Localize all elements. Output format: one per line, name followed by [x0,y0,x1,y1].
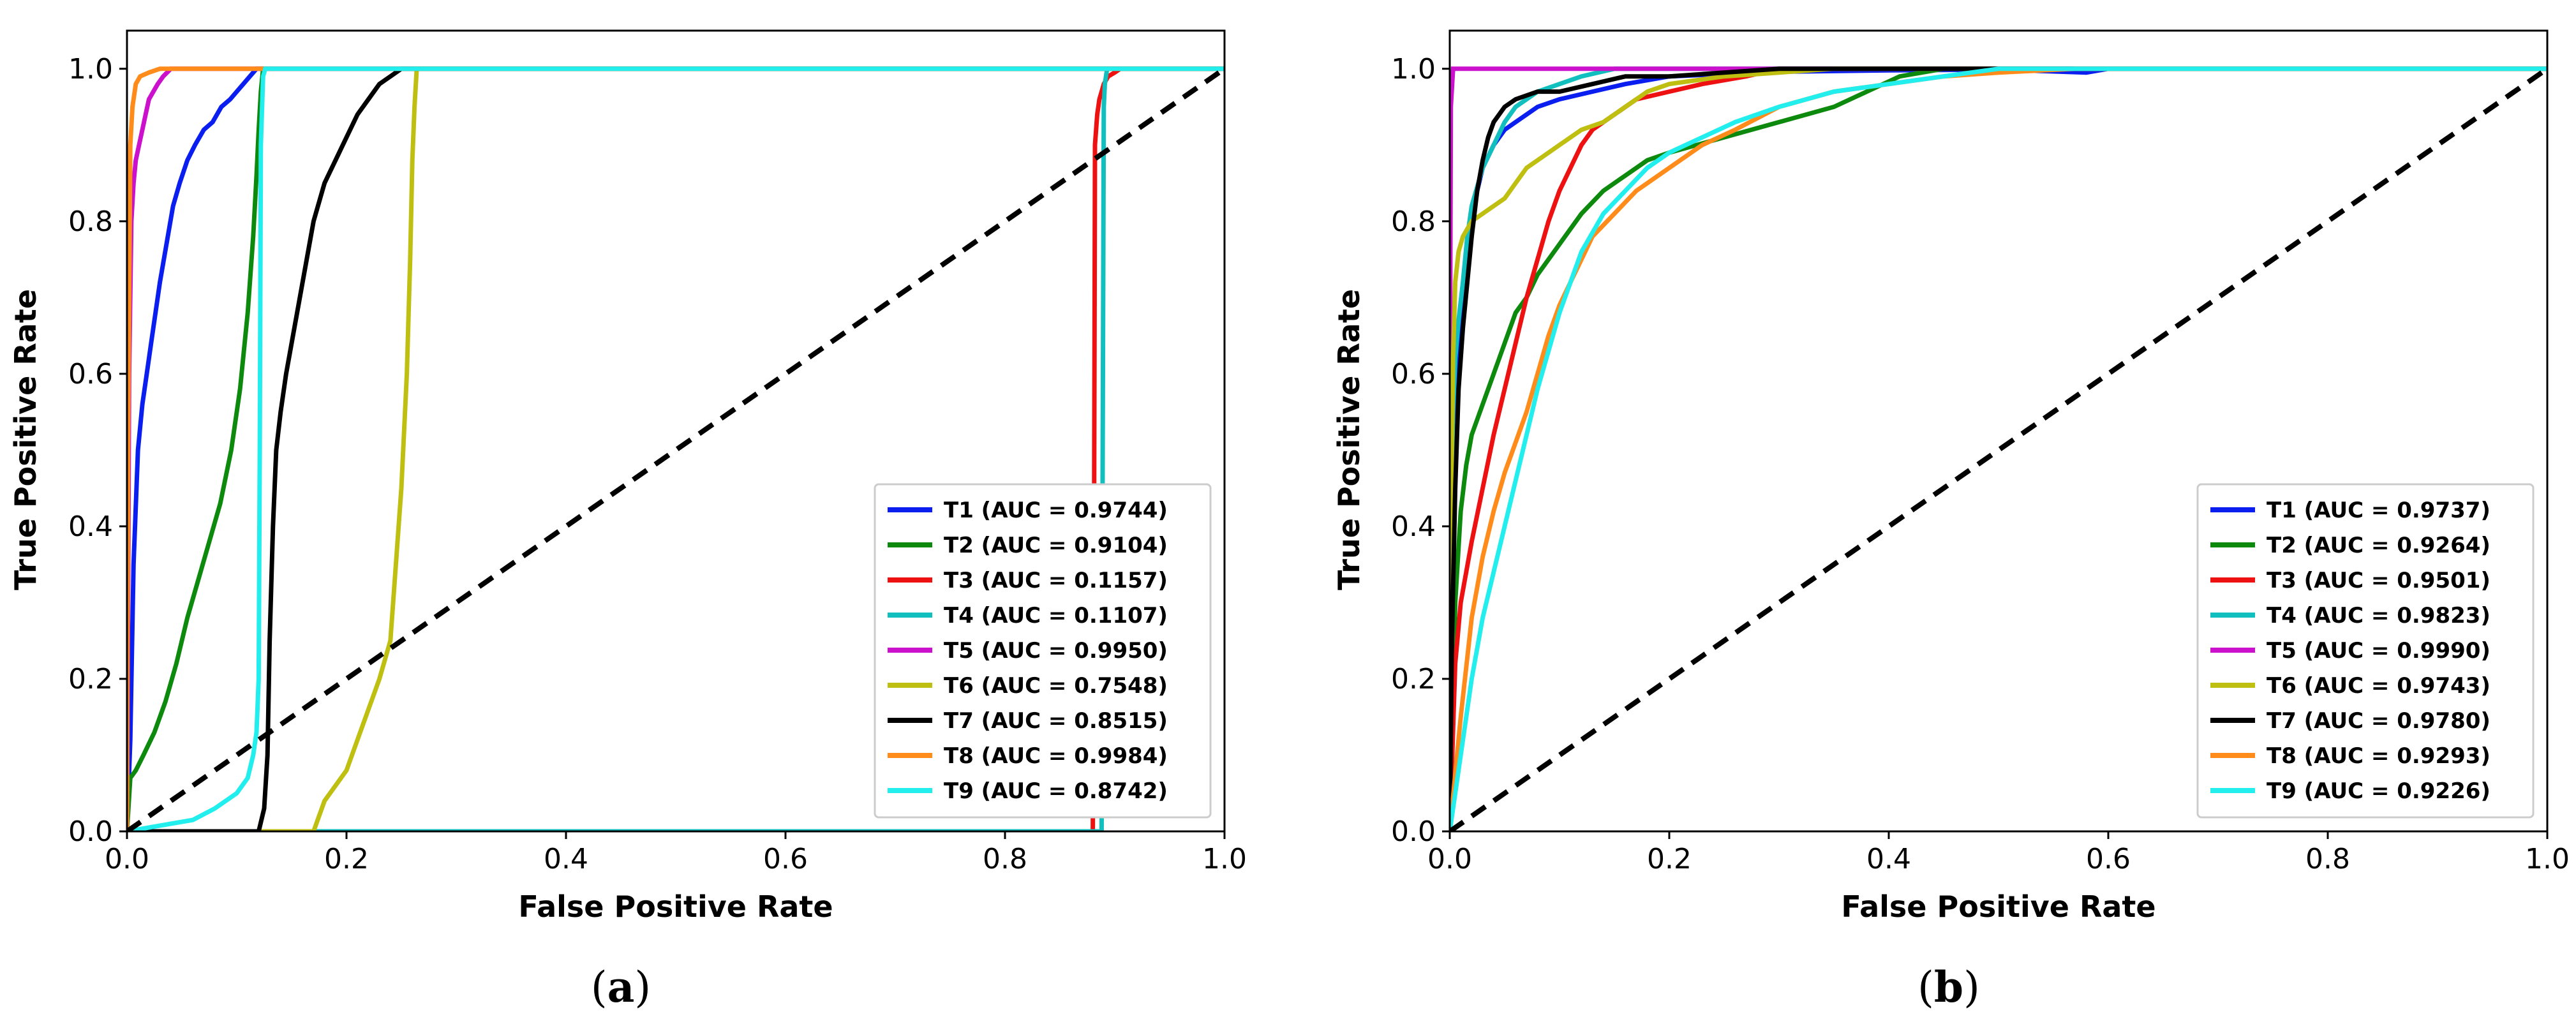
caption-close-paren: ) [1963,963,1980,1012]
legend-label: T2 (AUC = 0.9104) [944,533,1168,558]
plot-area [1450,66,2547,831]
y-tick-label: 0.2 [68,663,113,695]
legend-label: T6 (AUC = 0.7548) [944,673,1168,699]
series-line-t2 [1450,66,2547,831]
x-tick-label: 1.0 [1202,843,1247,875]
panel-caption-b: (b) [1917,962,1980,1012]
legend-label: T3 (AUC = 0.9501) [2267,568,2490,593]
x-tick-label: 0.6 [2086,843,2131,875]
x-tick-label: 0.8 [2305,843,2350,875]
caption-close-paren: ) [634,963,651,1012]
caption-letter: a [607,962,635,1012]
legend-label: T9 (AUC = 0.9226) [2267,778,2490,804]
roc-chart-b: False Positive Rate True Positive Rate (… [1332,29,2570,1012]
legend: T1 (AUC = 0.9744) T2 (AUC = 0.9104) T3 (AU… [874,483,1212,819]
y-tick-label: 0.8 [1391,205,1436,238]
legend-label: T2 (AUC = 0.9264) [2267,533,2490,558]
legend-label: T7 (AUC = 0.9780) [2267,708,2490,734]
y-tick-label: 1.0 [68,53,113,85]
x-tick-label: 0.8 [983,843,1027,875]
legend-label: T8 (AUC = 0.9293) [2267,743,2490,769]
legend: T1 (AUC = 0.9737) T2 (AUC = 0.9264) T3 (AU… [2196,483,2535,819]
caption-letter: b [1934,962,1963,1012]
caption-open-paren: ( [1917,963,1934,1012]
x-tick-label: 0.6 [763,843,808,875]
series-line-t9 [1450,66,2547,831]
legend-label: T5 (AUC = 0.9990) [2267,638,2490,664]
plot-frame [1448,29,2549,833]
legend-box [874,483,1212,819]
diagonal-reference-line [127,66,1225,831]
legend-label: T1 (AUC = 0.9744) [944,498,1168,523]
legend-label: T9 (AUC = 0.8742) [944,778,1168,804]
series-line-t8 [127,66,1225,831]
x-tick-label: 0.2 [324,843,369,875]
y-axis-title: True Positive Rate [1332,289,1366,590]
y-tick-label: 0.6 [1391,358,1436,390]
series-line-t7 [127,66,1225,831]
legend-label: T8 (AUC = 0.9984) [944,743,1168,769]
x-tick-label: 0.4 [1866,843,1911,875]
plot-area [127,66,1225,831]
series-line-t7 [1450,66,2547,831]
legend-label: T1 (AUC = 0.9737) [2267,498,2490,523]
x-axis-title: False Positive Rate [1841,889,2155,924]
legend-label: T4 (AUC = 0.1107) [944,603,1168,628]
y-tick-label: 0.4 [68,510,113,543]
x-tick-label: 0.2 [1647,843,1692,875]
x-tick-label: 1.0 [2525,843,2570,875]
series-line-t3 [1450,66,2547,831]
legend-label: T4 (AUC = 0.9823) [2267,603,2490,628]
x-tick-label: 0.4 [544,843,588,875]
y-tick-label: 0.0 [1391,815,1436,848]
caption-open-paren: ( [591,963,607,1012]
x-axis-title: False Positive Rate [518,889,833,924]
y-tick-label: 1.0 [1391,53,1436,85]
y-tick-label: 0.0 [68,815,113,848]
series-line-t6 [127,66,1225,831]
roc-chart-a: False Positive Rate True Positive Rate (… [8,29,1247,1012]
series-line-t9 [127,66,1225,831]
legend-label: T7 (AUC = 0.8515) [944,708,1168,734]
diagonal-reference-line [1450,66,2547,831]
y-tick-label: 0.6 [68,358,113,390]
series-line-t1 [127,66,1225,831]
legend-box [2196,483,2535,819]
panel-caption-a: (a) [591,962,651,1012]
legend-label: T6 (AUC = 0.9743) [2267,673,2490,699]
series-line-t6 [1450,66,2547,831]
legend-label: T5 (AUC = 0.9950) [944,638,1168,664]
y-axis-title: True Positive Rate [8,289,43,590]
y-tick-label: 0.2 [1391,663,1436,695]
y-tick-label: 0.4 [1391,510,1436,543]
plot-frame [126,29,1226,833]
legend-label: T3 (AUC = 0.1157) [944,568,1168,593]
x-tick-label: 0.0 [1427,843,1472,875]
y-tick-label: 0.8 [68,205,113,238]
x-tick-label: 0.0 [105,843,149,875]
